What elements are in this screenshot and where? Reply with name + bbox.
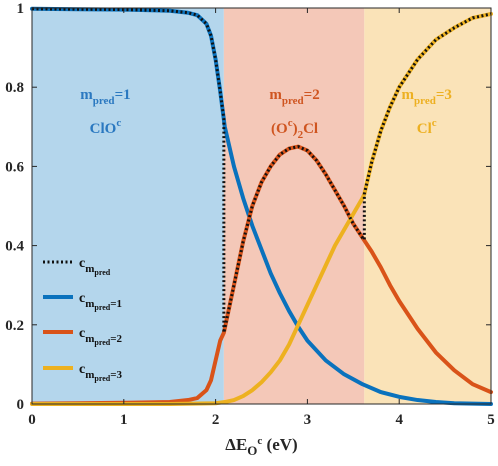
x-tick-label: 1 [120,412,128,428]
x-axis-label: ΔEOc (eV) [225,435,297,458]
y-tick-label: 0.8 [5,80,24,96]
region-1-label-species: ClOc [90,117,122,137]
y-tick-label: 1 [17,1,25,17]
legend-label-c-mpred-2: cmpred=2 [79,326,123,347]
x-tick-label: 2 [212,412,220,428]
x-tick-label: 0 [28,412,36,428]
legend-label-c-mpred-3: cmpred=3 [79,362,123,383]
y-tick-label: 0 [17,397,25,413]
axis-ticks: 0 1 2 3 4 5 0 0.2 0.4 0.6 0.8 1 [5,1,495,428]
axis-labels: ΔEOc (eV) [225,435,297,458]
series-lines [30,6,493,406]
y-tick-label: 0.2 [5,318,24,334]
legend: cmpred cmpred=1 cmpred=2 cmpred=3 [43,256,123,383]
background-regions [32,8,491,404]
region-3-label-mpred: mpred=3 [402,87,452,107]
legend-label-c-mpred: cmpred [79,256,111,277]
region-3-label-species: Clc [417,117,437,137]
plot-frame [31,7,492,405]
legend-label-c-mpred-1: cmpred=1 [79,291,122,312]
region-1-label-mpred: mpred=1 [80,87,130,107]
region-labels: mpred=1 ClOc mpred=2 (Oc)2Cl mpred=3 Clc [80,87,452,141]
region-2-label-species: (Oc)2Cl [271,117,318,141]
y-tick-label: 0.4 [5,239,24,255]
region-1-background [32,8,224,404]
x-tick-label: 5 [487,412,495,428]
x-tick-label: 4 [395,412,403,428]
x-tick-label: 3 [304,412,312,428]
region-2-label-mpred: mpred=2 [269,87,319,107]
y-tick-label: 0.6 [5,159,24,175]
series-line-c-mpred-1 [30,6,493,406]
series-line-c-mpred [31,7,492,335]
region-3-background [364,8,491,404]
